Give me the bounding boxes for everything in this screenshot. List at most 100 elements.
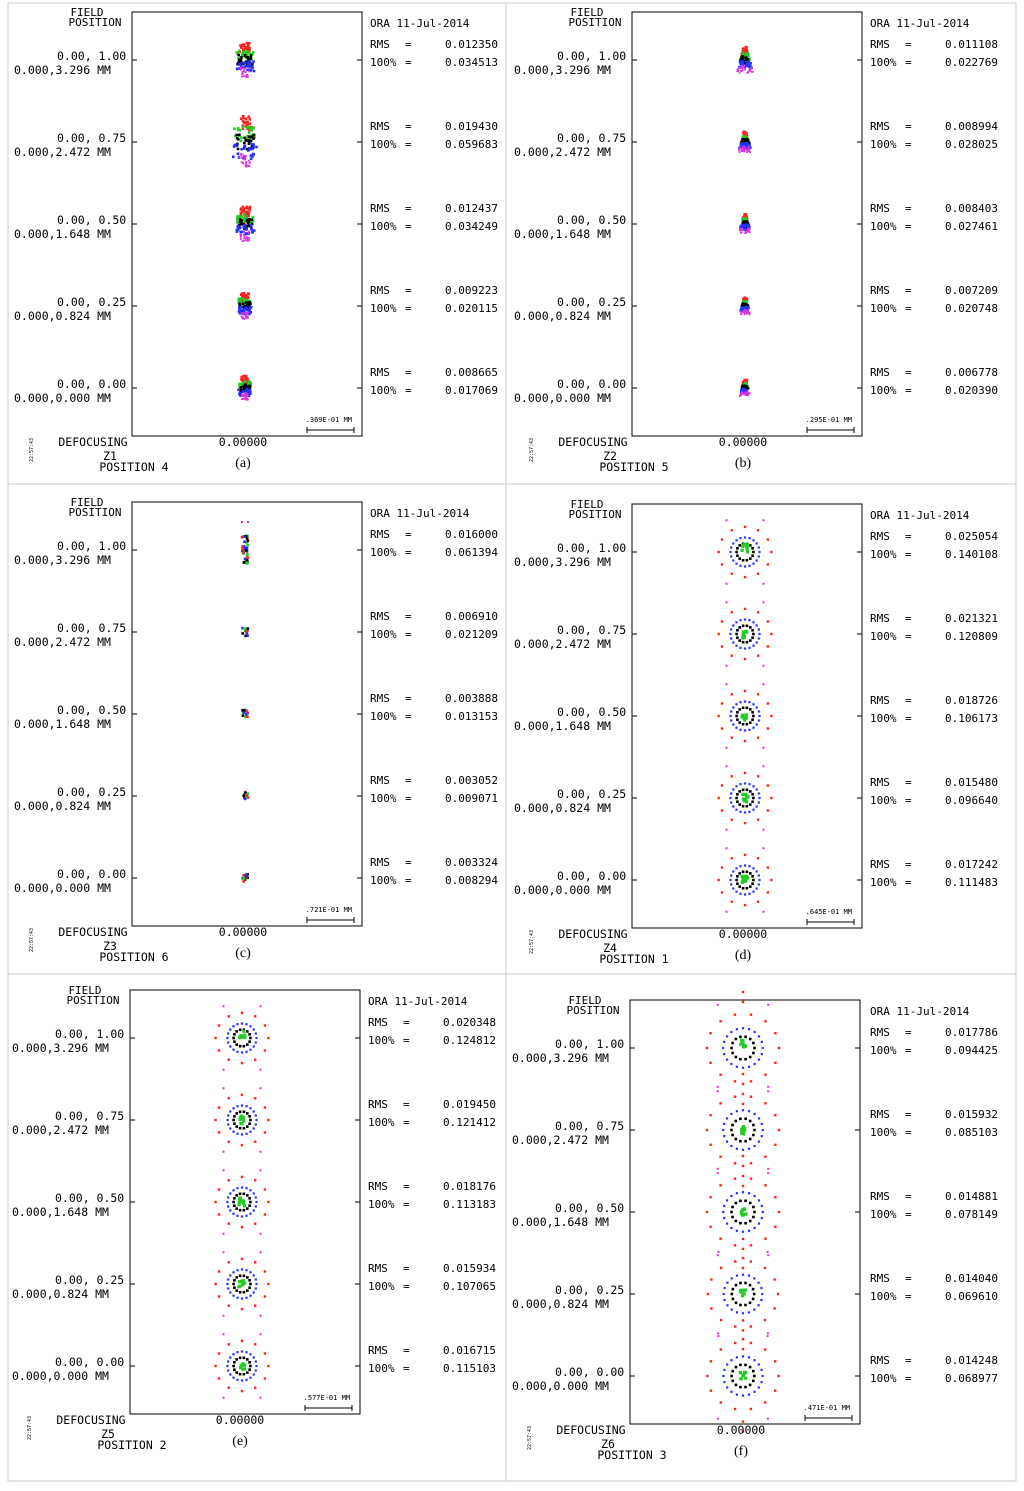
ray-point: [744, 131, 748, 135]
full-spot-label: 100%: [370, 628, 397, 641]
ray-point: [245, 74, 248, 76]
ray-point: [246, 627, 250, 630]
ray-point: [743, 729, 747, 732]
ray-point: [245, 1214, 248, 1217]
rms-equals: =: [905, 612, 912, 625]
ray-point: [739, 1281, 742, 1285]
rms-equals: =: [905, 530, 912, 543]
ray-point: [741, 65, 743, 67]
ray-point: [742, 229, 745, 231]
ray-point: [716, 1167, 719, 1170]
spot-field-4: [706, 1319, 780, 1433]
ray-point: [746, 72, 749, 74]
full-spot-value: 0.120809: [945, 630, 998, 643]
ray-point: [749, 69, 751, 72]
ray-point: [233, 1197, 236, 1200]
ray-point: [745, 146, 748, 149]
ray-point: [242, 219, 245, 222]
ray-point: [245, 1132, 248, 1135]
ray-point: [254, 1261, 257, 1264]
ray-point: [743, 771, 747, 775]
ray-point: [243, 797, 247, 801]
full-spot-value: 0.034249: [445, 220, 498, 233]
ray-point: [246, 634, 249, 637]
ray-point: [748, 564, 751, 567]
full-spot-equals: =: [403, 1280, 410, 1293]
rms-equals: =: [403, 1344, 410, 1357]
ray-point: [740, 1294, 745, 1298]
ray-point: [246, 1194, 249, 1197]
ray-point: [757, 900, 760, 903]
ray-point: [746, 393, 749, 395]
ray-point: [729, 878, 732, 882]
panel-caption: (b): [735, 456, 752, 471]
ray-point: [748, 1229, 751, 1232]
ray-point: [242, 544, 246, 548]
ray-point: [706, 1374, 709, 1378]
ray-point: [245, 50, 249, 53]
ray-point: [726, 1363, 729, 1366]
ray-point: [252, 1373, 255, 1376]
ray-point: [730, 1308, 733, 1311]
ray-point: [249, 1025, 252, 1028]
ray-point: [243, 234, 245, 237]
scale-bar-label: .721E-01 MM: [306, 906, 352, 914]
ray-point: [747, 1311, 751, 1314]
ray-point: [774, 1114, 777, 1117]
ray-point: [249, 1271, 252, 1274]
full-spot-value: 0.140108: [945, 548, 998, 561]
ray-point: [238, 1372, 242, 1376]
ray-point: [746, 306, 750, 309]
ray-point: [242, 147, 246, 150]
field-height-label: 0.000,2.472 MM: [514, 637, 611, 651]
ray-point: [226, 1200, 229, 1204]
ray-point: [739, 63, 743, 66]
ray-point: [240, 233, 242, 236]
ray-point: [235, 1371, 238, 1374]
ray-point: [752, 878, 755, 882]
ray-point: [730, 1128, 733, 1132]
ray-point: [244, 64, 248, 68]
ray-point: [744, 214, 747, 217]
ray-point: [227, 1386, 230, 1389]
ray-point: [252, 1127, 255, 1130]
ray-point: [716, 1003, 719, 1006]
ray-point: [752, 1051, 755, 1055]
ray-point: [741, 1266, 745, 1270]
defocusing-label: DEFOCUSING: [558, 435, 627, 449]
ray-point: [752, 539, 755, 542]
full-spot-equals: =: [905, 548, 912, 561]
ray-point: [254, 1114, 257, 1117]
ray-point: [242, 158, 245, 160]
ray-point: [752, 621, 755, 624]
ray-point: [236, 1378, 239, 1381]
ray-point: [719, 1020, 722, 1023]
position-label: POSITION 1: [599, 952, 668, 966]
field-height-label: 0.000,3.296 MM: [514, 555, 611, 569]
field-header: FIELD: [570, 498, 603, 511]
ray-point: [242, 213, 246, 216]
ray-point: [249, 1036, 252, 1040]
ray-point: [744, 1212, 748, 1216]
ray-point: [227, 1015, 230, 1018]
ray-point: [245, 312, 247, 315]
defocus-value: 0.00000: [219, 925, 268, 939]
ray-point: [236, 1105, 239, 1108]
ray-point: [753, 1374, 756, 1378]
ray-point: [747, 1274, 751, 1277]
ray-point: [242, 43, 246, 46]
ray-point: [238, 1044, 242, 1048]
ray-point: [757, 775, 760, 778]
rms-equals: =: [405, 528, 412, 541]
ray-point: [741, 640, 745, 644]
ray-point: [743, 565, 747, 568]
rms-equals: =: [405, 120, 412, 133]
ray-point: [745, 378, 749, 382]
ray-point: [227, 1360, 230, 1363]
ray-point: [247, 398, 249, 401]
ray-point: [730, 710, 733, 713]
ray-point: [254, 1123, 257, 1126]
ray-point: [748, 1147, 751, 1150]
ray-point: [751, 554, 754, 557]
ray-point: [249, 56, 252, 59]
